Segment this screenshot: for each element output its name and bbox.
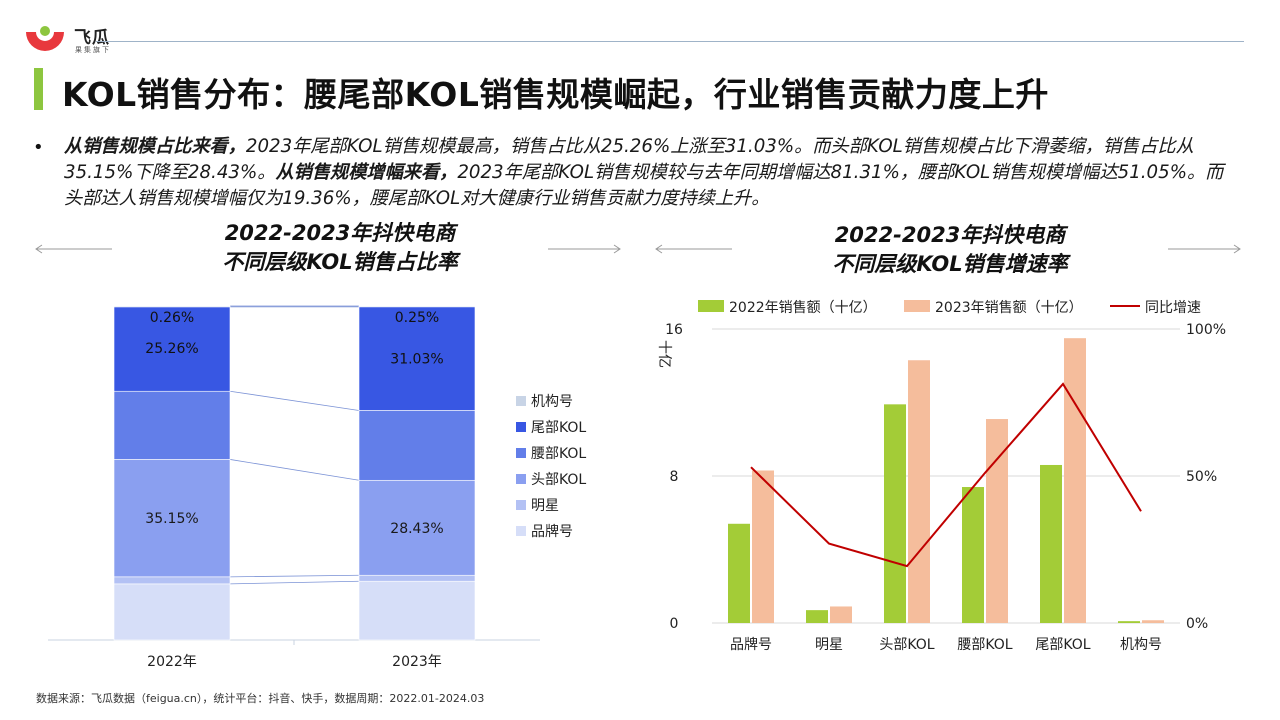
series-connector-line: [229, 459, 360, 481]
stacked-percent-chart: 2022年 2023年 0.26% 0.25% 25.26% 31.03% 35.15% 28…: [48, 305, 586, 670]
data-label: 28.43%: [390, 521, 443, 537]
x-tick-label: 头部KOL: [879, 637, 934, 653]
x-tick-label: 尾部KOL: [1035, 637, 1090, 653]
x-tick-label: 2022年: [147, 654, 197, 670]
y2-tick-label: 50%: [1186, 469, 1217, 485]
y-axis-label: 十亿: [656, 340, 672, 368]
series-connector-line: [229, 574, 360, 578]
legend-swatch: [698, 300, 724, 312]
bar-segment-品牌号: [358, 580, 476, 641]
left-chart-title: 2022-2023年抖快电商 不同层级KOL销售占比率: [170, 219, 510, 277]
summary-text-2: 2023年尾部KOL销售规模较与去年同期增幅达81.31%，腰部KOL销售规模增…: [64, 162, 1224, 209]
x-tick-label: 腰部KOL: [957, 637, 1012, 653]
bar-2022年销售额（十亿）: [806, 610, 828, 623]
bar-2023年销售额（十亿）: [986, 419, 1008, 623]
bar-segment-头部KOL: [113, 459, 231, 578]
bar-2023年销售额（十亿）: [1064, 338, 1086, 623]
bar-segment-腰部KOL: [113, 390, 231, 460]
bar-2022年销售额（十亿）: [962, 487, 984, 623]
bar-segment-明星: [113, 576, 231, 585]
x-tick-label: 明星: [815, 637, 843, 653]
legend-label: 尾部KOL: [531, 420, 586, 436]
data-label: 35.15%: [145, 511, 198, 527]
legend-swatch: [516, 422, 526, 432]
bar-segment-腰部KOL: [358, 410, 476, 481]
bar-2022年销售额（十亿）: [884, 404, 906, 623]
data-label: 25.26%: [145, 341, 198, 357]
source-note: 数据来源：飞瓜数据（feigua.cn），统计平台：抖音、快手，数据周期：202…: [36, 692, 485, 705]
brand-logo: 飞瓜 果集旗下: [22, 20, 142, 60]
bar-segment-头部KOL: [358, 479, 476, 576]
data-label: 31.03%: [390, 352, 443, 368]
x-tick-label: 品牌号: [730, 636, 772, 653]
right-chart-title-line1: 2022-2023年抖快电商: [834, 223, 1066, 247]
title-accent-bar: [34, 68, 43, 110]
brand-tagline: 果集旗下: [75, 46, 111, 54]
bar-2023年销售额（十亿）: [752, 470, 774, 623]
bar-segment-机构号: [113, 305, 231, 308]
bar-2022年销售额（十亿）: [1118, 621, 1140, 623]
bar-2023年销售额（十亿）: [908, 360, 930, 623]
bar-segment-明星: [358, 574, 476, 582]
legend-label: 机构号: [531, 394, 573, 410]
legend-label: 同比增速: [1145, 300, 1201, 316]
bar-segment-尾部KOL: [358, 306, 476, 411]
data-label: 0.26%: [150, 310, 194, 326]
legend-label: 明星: [531, 498, 559, 514]
data-label: 0.25%: [395, 310, 439, 326]
summary-heading-2: 从销售规模增幅来看，: [275, 162, 458, 183]
x-tick-label: 2023年: [392, 654, 442, 670]
summary-heading-1: 从销售规模占比来看，: [64, 136, 246, 157]
line-同比增速: [750, 382, 1142, 568]
legend-swatch: [516, 448, 526, 458]
left-arrow-icon: [655, 244, 732, 254]
right-chart-title-line2: 不同层级KOL销售增速率: [832, 252, 1068, 276]
bar-2023年销售额（十亿）: [1142, 620, 1164, 623]
summary-paragraph: 从销售规模占比来看，2023年尾部KOL销售规模最高，销售占比从25.26%上涨…: [64, 134, 1234, 212]
series-connector-line: [229, 580, 360, 585]
bullet-icon: •: [33, 137, 44, 158]
left-chart-title-line2: 不同层级KOL销售占比率: [222, 250, 458, 274]
legend-label: 头部KOL: [531, 472, 586, 488]
legend-label: 品牌号: [531, 523, 573, 540]
series-connector-line: [229, 390, 360, 411]
legend-swatch: [516, 474, 526, 484]
y-tick-label: 8: [670, 469, 679, 485]
bar-2022年销售额（十亿）: [728, 523, 750, 623]
left-chart-title-line1: 2022-2023年抖快电商: [224, 221, 456, 245]
brand-name: 飞瓜: [74, 28, 110, 48]
y-tick-label: 16: [665, 322, 683, 338]
legend-label: 2023年销售额（十亿）: [935, 300, 1083, 316]
right-arrow-icon: [1168, 244, 1241, 254]
page-title: KOL销售分布：腰尾部KOL销售规模崛起，行业销售贡献力度上升: [62, 75, 1049, 114]
header-rule: [96, 41, 1244, 42]
legend-label: 2022年销售额（十亿）: [729, 300, 877, 316]
melon-logo-icon: [26, 26, 64, 51]
y2-tick-label: 0%: [1186, 616, 1208, 632]
x-tick-label: 机构号: [1120, 637, 1162, 653]
bar-segment-尾部KOL: [113, 306, 231, 392]
right-arrow-icon: [548, 244, 621, 254]
left-arrow-icon: [35, 244, 112, 254]
bar-segment-品牌号: [113, 583, 231, 641]
legend-swatch: [516, 396, 526, 406]
y-tick-label: 0: [670, 616, 679, 632]
legend-label: 腰部KOL: [531, 446, 586, 462]
legend-swatch: [516, 526, 526, 536]
summary-text-1: 2023年尾部KOL销售规模最高，销售占比从25.26%上涨至31.03%。而头…: [64, 136, 1194, 183]
bar-2022年销售额（十亿）: [1040, 464, 1062, 623]
legend-swatch: [904, 300, 930, 312]
right-chart-title: 2022-2023年抖快电商 不同层级KOL销售增速率: [780, 221, 1120, 279]
bar-2023年销售额（十亿）: [830, 606, 852, 623]
y2-tick-label: 100%: [1186, 322, 1226, 338]
bar-segment-机构号: [358, 305, 476, 308]
legend-swatch: [516, 500, 526, 510]
